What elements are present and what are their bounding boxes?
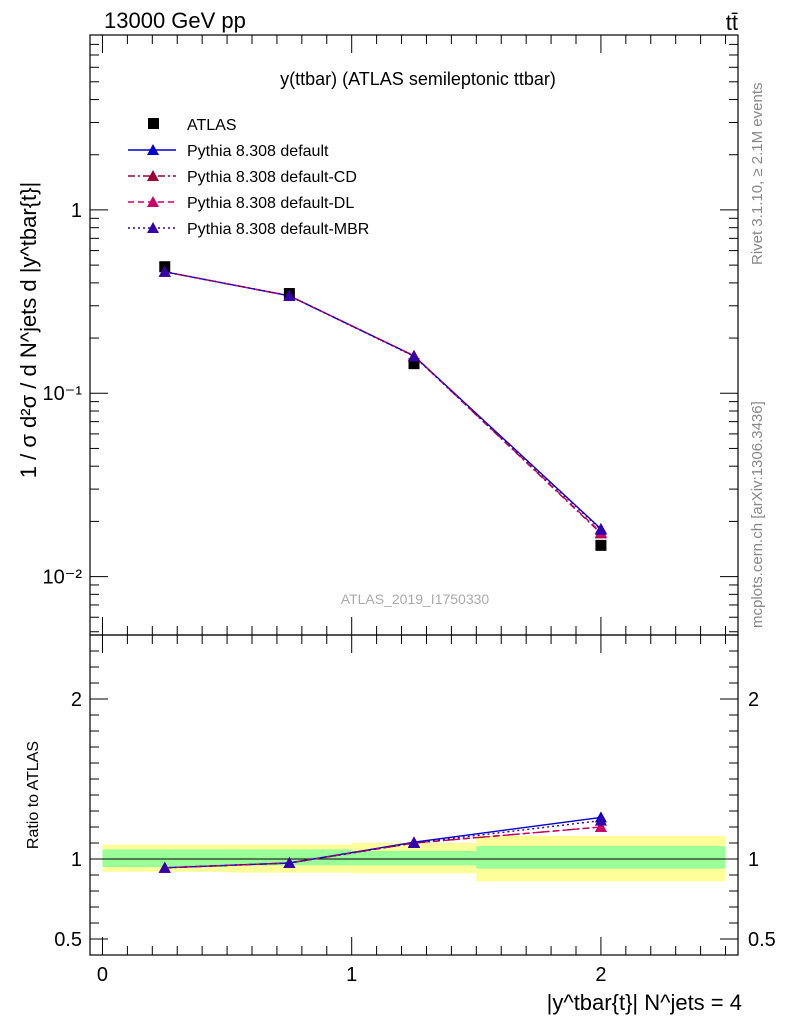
ratio-point-3 bbox=[594, 814, 607, 826]
main-series-layer bbox=[158, 261, 607, 551]
legend-marker bbox=[147, 196, 159, 207]
ratio-band-inner bbox=[102, 849, 228, 867]
ratio-y-tick-label-right: 0.5 bbox=[748, 929, 776, 951]
ratio-band-inner bbox=[476, 846, 726, 869]
x-tick-label: 2 bbox=[595, 964, 606, 986]
data-point-atlas bbox=[595, 539, 607, 551]
legend-marker bbox=[147, 170, 159, 181]
mcplots-label: mcplots.cern.ch [arXiv:1306.3436] bbox=[749, 401, 766, 628]
series-point-4 bbox=[283, 289, 296, 301]
header-process-label: tt̄ bbox=[726, 10, 738, 35]
ratio-y-axis-label: Ratio to ATLAS bbox=[25, 741, 42, 849]
legend-label: ATLAS bbox=[187, 117, 237, 134]
legend: ATLAS Pythia 8.308 default Pythia 8.308 de… bbox=[128, 117, 369, 238]
ratio-y-tick-label-right: 2 bbox=[748, 689, 759, 711]
ratio-y-tick-label-left: 2 bbox=[71, 689, 82, 711]
x-axis-label: |y^tbar{t}| N^jets = 4 bbox=[547, 990, 742, 1015]
ratio-y-tick-label-right: 1 bbox=[748, 849, 759, 871]
series-point-4 bbox=[158, 265, 171, 277]
series-line-3 bbox=[164, 271, 602, 533]
header-energy-label: 13000 GeV pp bbox=[104, 8, 246, 33]
main-panel: 10⁻² 10⁻¹ 1 y(ttbar) (ATLAS semileptonic t… bbox=[16, 34, 739, 636]
series-point-4 bbox=[408, 350, 420, 362]
x-tick-label: 0 bbox=[97, 964, 108, 986]
ratio-frame bbox=[89, 634, 739, 956]
ratio-line-3 bbox=[164, 819, 602, 869]
ratio-y-tick-label-left: 0.5 bbox=[54, 929, 82, 951]
legend-marker bbox=[147, 144, 159, 155]
ratio-point-3 bbox=[158, 861, 171, 873]
x-tick-label: 1 bbox=[346, 964, 357, 986]
ratio-series-layer bbox=[158, 811, 607, 873]
analysis-watermark: ATLAS_2019_I1750330 bbox=[341, 591, 490, 607]
main-y-tick-label: 10⁻² bbox=[43, 567, 83, 589]
main-title: y(ttbar) (ATLAS semileptonic ttbar) bbox=[280, 69, 556, 89]
ratio-uncertainty-bands bbox=[102, 835, 726, 882]
rivet-version-label: Rivet 3.1.10, ≥ 2.1M events bbox=[749, 83, 766, 266]
ratio-point-3 bbox=[283, 857, 296, 868]
legend-label: Pythia 8.308 default-MBR bbox=[187, 221, 369, 238]
main-y-axis-label: 1 / σ d²σ / d N^jets d |y^tbar{t}| bbox=[16, 182, 41, 478]
ratio-point-3 bbox=[408, 837, 420, 848]
ratio-line-2 bbox=[164, 826, 601, 869]
ratio-y-tick-label-left: 1 bbox=[71, 849, 82, 871]
legend-label: Pythia 8.308 default-CD bbox=[187, 169, 357, 186]
legend-label: Pythia 8.308 default bbox=[187, 143, 329, 160]
main-axes: 10⁻² 10⁻¹ 1 bbox=[43, 34, 738, 635]
ratio-point-2 bbox=[594, 821, 607, 832]
main-y-tick-label: 10⁻¹ bbox=[43, 383, 83, 405]
series-line-2 bbox=[164, 271, 602, 534]
series-point-4 bbox=[594, 523, 607, 535]
series-line-4 bbox=[164, 271, 602, 531]
ratio-axes: 0.5 0.5 1 1 2 2 0 1 2 bbox=[54, 635, 776, 986]
legend-marker-atlas bbox=[148, 118, 159, 129]
ratio-band-inner bbox=[351, 851, 477, 866]
ratio-panel: 0.5 0.5 1 1 2 2 0 1 2 Ratio to ATLAS |y^tbar{t}|… bbox=[25, 634, 776, 1015]
main-y-tick-label: 1 bbox=[71, 200, 82, 222]
data-point-atlas bbox=[408, 358, 420, 370]
series-line-1 bbox=[164, 271, 602, 530]
legend-label: Pythia 8.308 default-DL bbox=[187, 195, 354, 212]
legend-marker bbox=[147, 222, 159, 233]
